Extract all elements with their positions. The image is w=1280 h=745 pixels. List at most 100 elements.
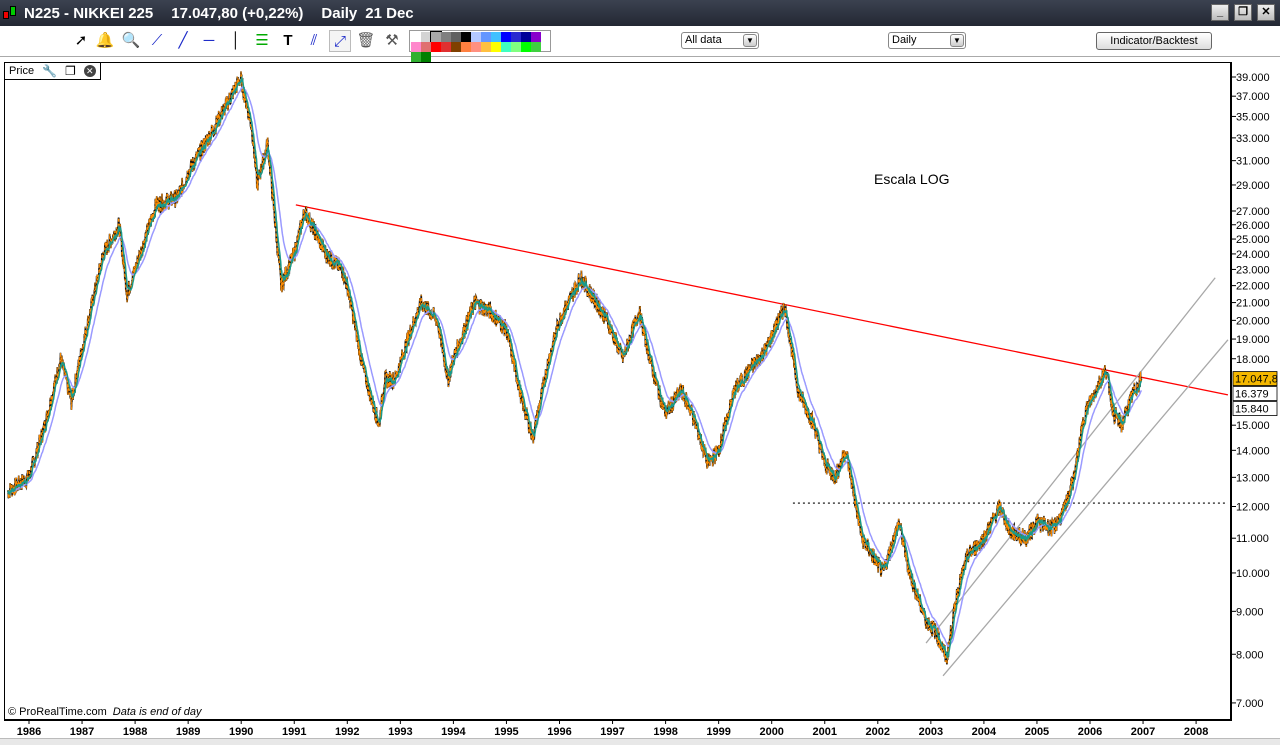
- color-swatch[interactable]: [451, 42, 461, 52]
- color-swatch[interactable]: [461, 32, 471, 42]
- price-panel[interactable]: [4, 62, 1232, 721]
- y-tick-label: 23.000: [1236, 264, 1270, 276]
- x-tick-label: 1987: [70, 726, 94, 738]
- windows-icon[interactable]: ❐: [65, 64, 76, 78]
- y-tick-label: 37.000: [1236, 91, 1270, 103]
- color-swatch[interactable]: [421, 42, 431, 52]
- color-swatch[interactable]: [441, 42, 451, 52]
- color-swatch[interactable]: [431, 42, 441, 52]
- color-palette[interactable]: [409, 30, 551, 62]
- pointer-icon[interactable]: ➚: [74, 32, 88, 49]
- color-swatch[interactable]: [501, 42, 511, 52]
- x-tick-label: 2004: [972, 726, 997, 738]
- color-swatch[interactable]: [531, 32, 541, 42]
- x-tick-label: 2007: [1131, 726, 1155, 738]
- color-swatch[interactable]: [430, 31, 442, 43]
- color-swatch[interactable]: [481, 32, 491, 42]
- chevron-down-icon[interactable]: ▼: [950, 34, 964, 47]
- color-swatch[interactable]: [511, 42, 521, 52]
- x-tick-label: 1994: [441, 726, 466, 738]
- data-note: Data is end of day: [112, 706, 202, 718]
- color-swatch[interactable]: [411, 52, 421, 62]
- color-swatch[interactable]: [411, 42, 421, 52]
- color-swatch[interactable]: [471, 42, 481, 52]
- minimize-button[interactable]: _: [1211, 4, 1229, 21]
- y-tick-label: 14.000: [1236, 445, 1270, 457]
- fibonacci-icon[interactable]: ☰: [255, 32, 269, 49]
- segment-icon[interactable]: ⟋: [151, 32, 163, 49]
- color-swatch[interactable]: [481, 42, 491, 52]
- x-tick-label: 2000: [759, 726, 783, 738]
- x-tick-label: 1988: [123, 726, 147, 738]
- x-tick-label: 1996: [547, 726, 571, 738]
- color-swatch[interactable]: [451, 32, 461, 42]
- wrench-icon[interactable]: 🔧: [42, 64, 58, 78]
- close-panel-icon[interactable]: ✕: [83, 65, 96, 77]
- y-tick-label: 11.000: [1236, 533, 1269, 545]
- scrollbar[interactable]: [0, 738, 1280, 745]
- color-swatch[interactable]: [411, 32, 421, 42]
- x-tick-label: 1989: [176, 726, 200, 738]
- close-button[interactable]: ✕: [1257, 4, 1275, 21]
- y-tick-label: 20.000: [1236, 315, 1270, 327]
- vertical-line-icon[interactable]: │: [231, 32, 241, 49]
- horizontal-line-icon[interactable]: ─: [203, 32, 215, 49]
- y-tick-label: 26.000: [1236, 220, 1270, 232]
- x-tick-label: 1990: [229, 726, 253, 738]
- scale-annotation: Escala LOG: [874, 171, 949, 187]
- color-swatch[interactable]: [471, 32, 481, 42]
- parallel-lines-icon[interactable]: ⫽: [310, 32, 318, 49]
- y-tick-label: 18.000: [1236, 354, 1270, 366]
- color-swatch[interactable]: [421, 52, 431, 62]
- quote-text: 17.047,80 (+0,22%): [171, 4, 304, 22]
- y-tick-label: 19.000: [1236, 334, 1270, 346]
- color-swatch[interactable]: [531, 42, 541, 52]
- y-tick-label: 35.000: [1236, 111, 1270, 123]
- chevron-down-icon[interactable]: ▼: [743, 34, 757, 47]
- y-tick-label: 22.000: [1236, 281, 1270, 293]
- zoom-icon[interactable]: 🔍: [121, 32, 141, 49]
- x-tick-label: 2003: [919, 726, 943, 738]
- period-select-value: Daily: [892, 34, 917, 46]
- color-swatch[interactable]: [441, 32, 451, 42]
- text-icon[interactable]: T: [283, 32, 293, 49]
- range-select[interactable]: All data ▼: [681, 32, 759, 49]
- color-swatch[interactable]: [521, 32, 531, 42]
- color-swatch[interactable]: [521, 42, 531, 52]
- x-tick-label: 1998: [653, 726, 677, 738]
- title-bar: N225 - NIKKEI 225 17.047,80 (+0,22%) Dai…: [0, 0, 1280, 26]
- alarm-bell-icon[interactable]: 🔔: [95, 32, 115, 49]
- y-tick-label: 9.000: [1236, 606, 1264, 618]
- y-tick-label: 12.000: [1236, 502, 1270, 514]
- settings-tools-icon[interactable]: ⚒: [385, 32, 399, 49]
- price-bars-dark: [7, 71, 1143, 665]
- color-swatch[interactable]: [421, 32, 431, 42]
- color-swatch[interactable]: [491, 32, 501, 42]
- y-tick-label: 39.000: [1236, 72, 1270, 84]
- period-select[interactable]: Daily ▼: [888, 32, 966, 49]
- color-swatch[interactable]: [491, 42, 501, 52]
- y-tick-label: 7.000: [1236, 698, 1264, 710]
- fast-ma-label-box: [1232, 386, 1278, 401]
- y-tick-label: 21.000: [1236, 298, 1270, 310]
- restore-button[interactable]: ❐: [1234, 4, 1252, 21]
- x-tick-label: 1999: [706, 726, 730, 738]
- color-swatch[interactable]: [501, 32, 511, 42]
- slow-ma-label-box: [1232, 401, 1278, 416]
- footer-note: © ProRealTime.com Data is end of day: [8, 706, 201, 718]
- y-tick-label: 10.000: [1236, 568, 1270, 580]
- color-swatch[interactable]: [511, 32, 521, 42]
- x-tick-label: 2006: [1078, 726, 1102, 738]
- toolbar: ➚ 🔔 🔍 ⟋ ╱ ─ │ ☰ T ⫽ ⤢ 🗑 ⚒ All data ▼ Dail…: [0, 27, 1280, 62]
- x-tick-label: 1997: [600, 726, 624, 738]
- trash-icon[interactable]: 🗑: [356, 32, 376, 49]
- color-swatch[interactable]: [461, 42, 471, 52]
- price-series: [7, 71, 1142, 665]
- panel-label: Price: [9, 65, 35, 77]
- x-tick-label: 1995: [494, 726, 518, 738]
- channel-icon[interactable]: ⤢: [329, 30, 351, 52]
- x-tick-label: 2005: [1025, 726, 1049, 738]
- line-icon[interactable]: ╱: [178, 32, 188, 49]
- panel-header: Price 🔧 ❐ ✕: [4, 62, 101, 80]
- indicator-backtest-button[interactable]: Indicator/Backtest: [1096, 32, 1212, 50]
